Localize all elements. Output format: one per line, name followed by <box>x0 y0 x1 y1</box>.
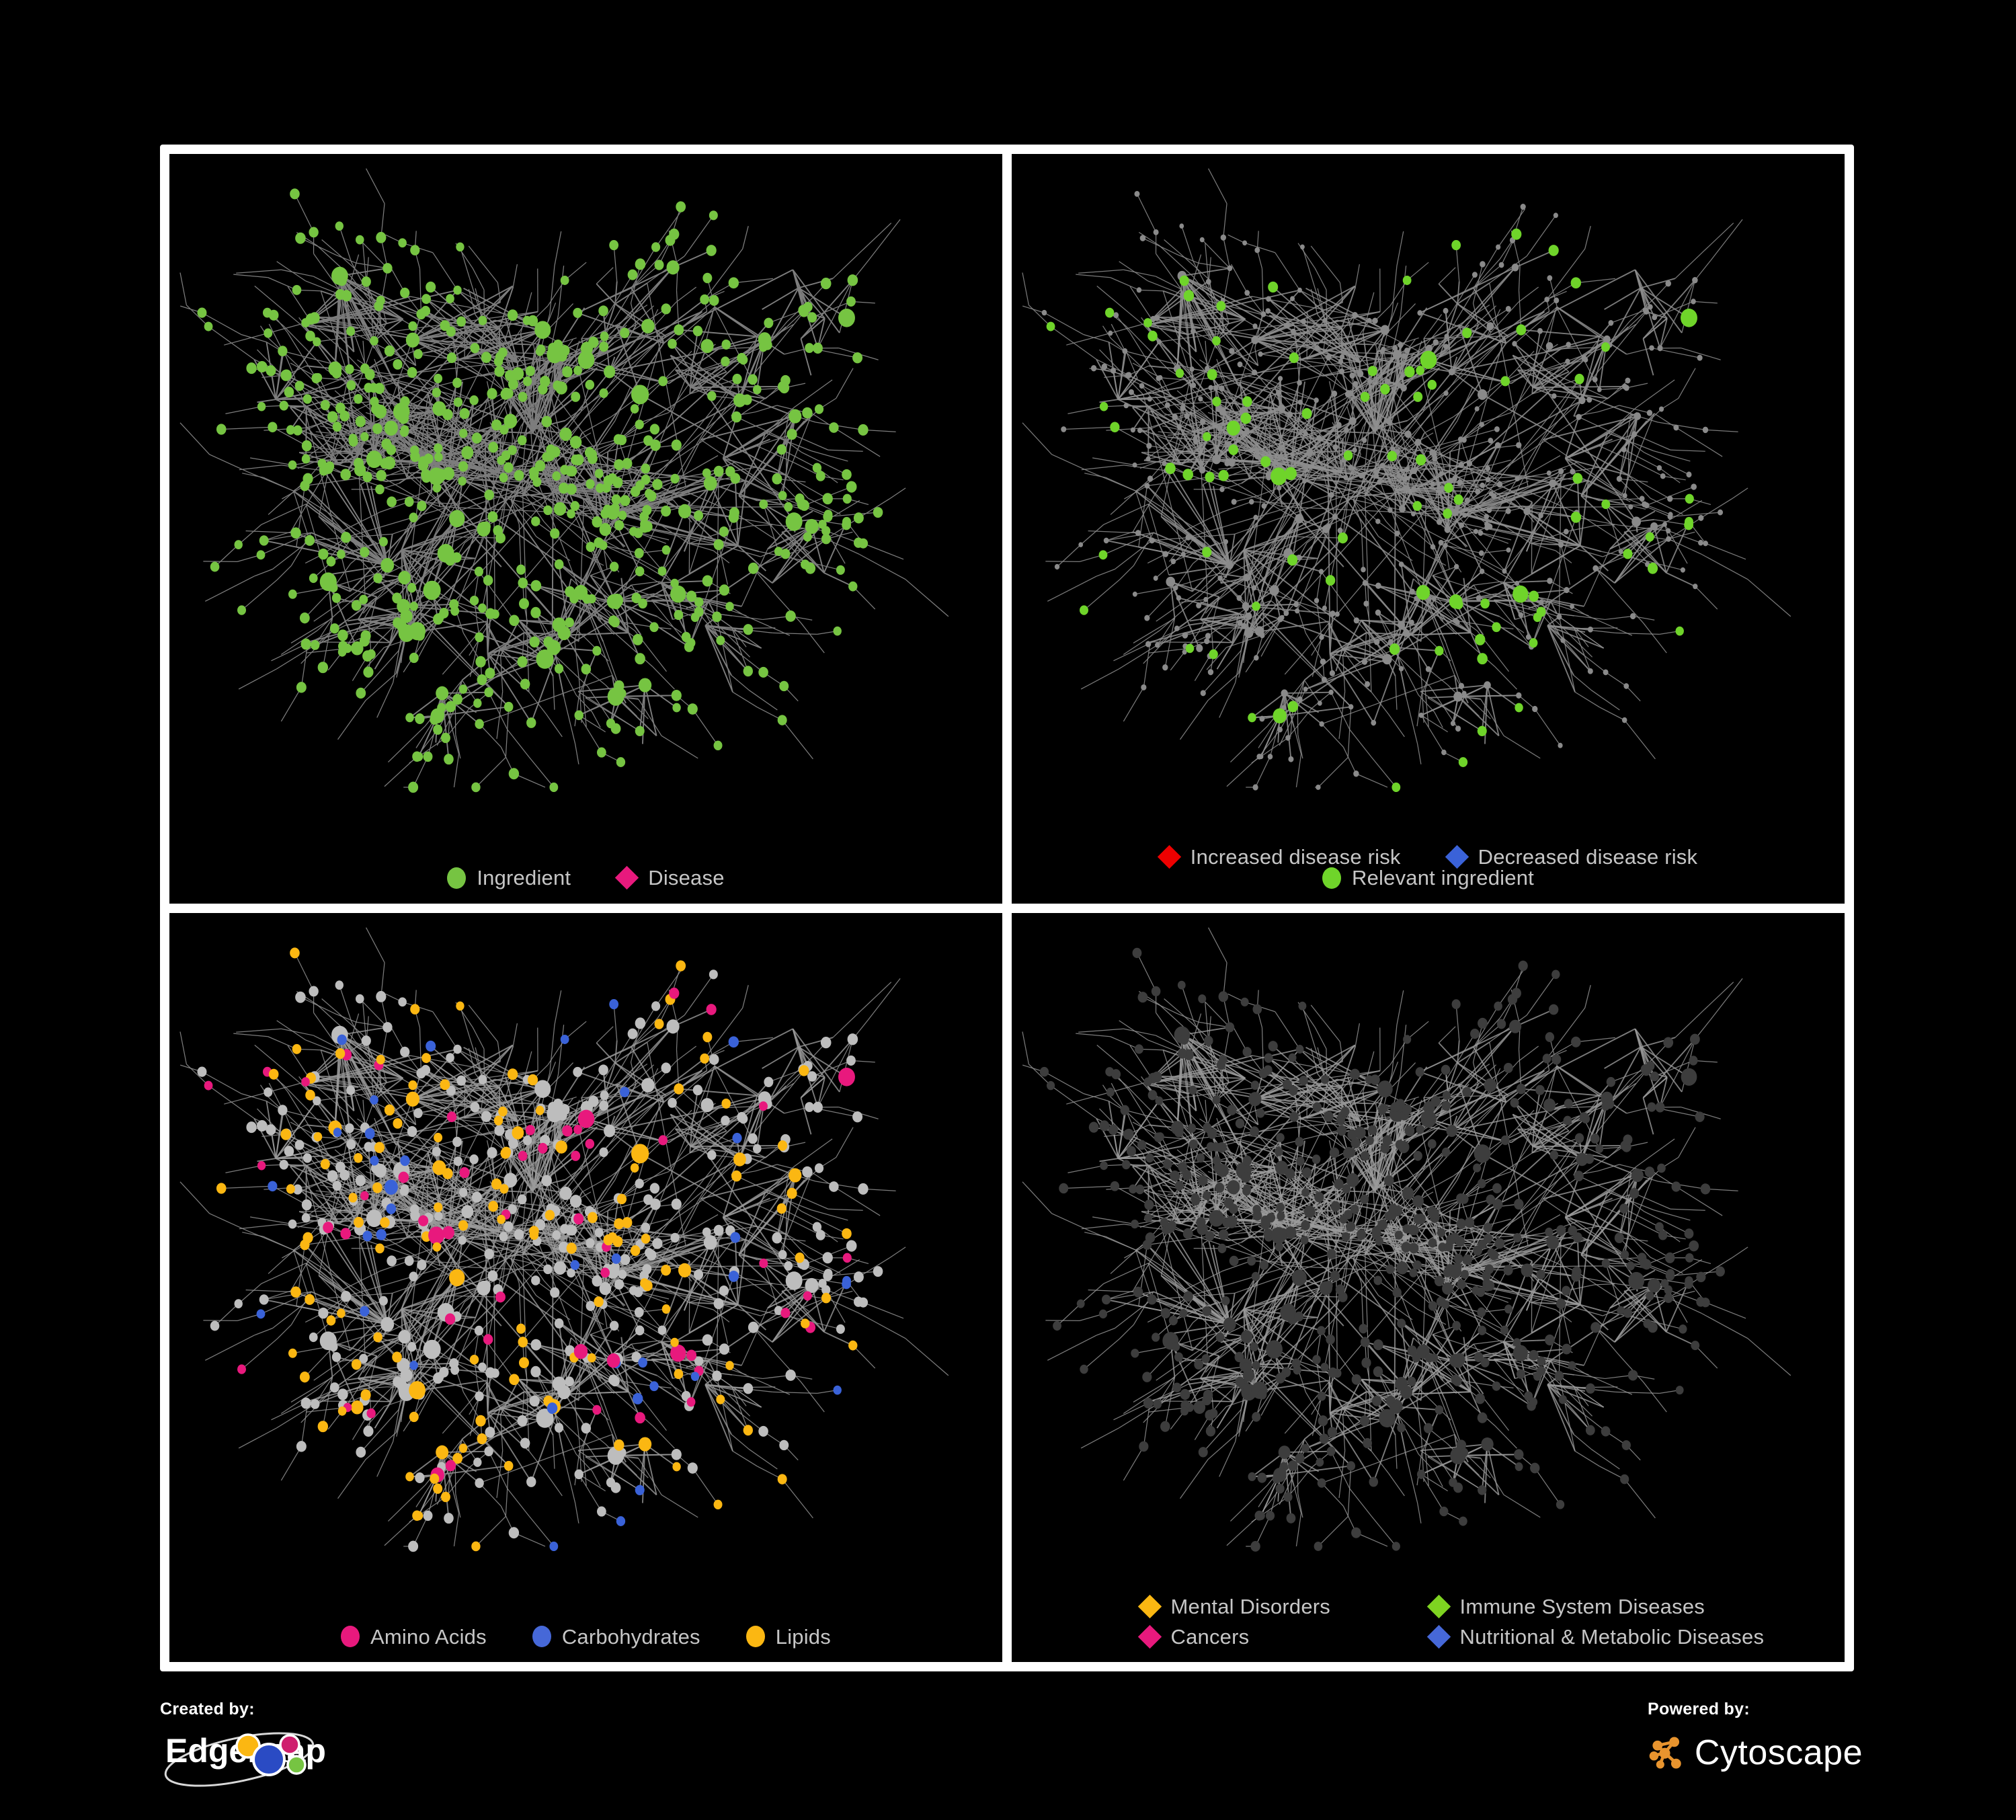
edgeleap-logo-svg: EdgeLeap <box>164 1732 326 1787</box>
network-nodes-highlight <box>1022 159 1702 793</box>
network-edges <box>1022 926 1791 1547</box>
edgeleap-nodes <box>235 1733 307 1776</box>
cytoscape-wordmark: Cytoscape <box>1694 1733 1863 1772</box>
panel-ingredient-class[interactable]: Amino Acids Carbohydrates Lipids <box>169 912 1002 1663</box>
network-nodes-background <box>179 918 949 1552</box>
network-edges <box>1022 168 1791 788</box>
powered-by-block: Powered by: <box>1648 1700 1863 1786</box>
panel-grid: Ingredient Disease Increased disease ris… <box>160 145 1854 1671</box>
panel-ingredient-disease[interactable]: Ingredient Disease <box>169 154 1002 904</box>
network-graph-disease-class[interactable] <box>1012 913 1845 1663</box>
network-edges <box>179 168 949 788</box>
created-by-kicker: Created by: <box>160 1700 255 1718</box>
network-graph-ingredient-class[interactable] <box>169 913 1002 1663</box>
cytoscape-logo: Cytoscape <box>1648 1719 1863 1786</box>
network-nodes-highlight <box>204 947 858 1551</box>
network-nodes-background <box>179 159 949 793</box>
powered-by-kicker: Powered by: <box>1648 1700 1750 1718</box>
network-edges <box>179 926 949 1547</box>
panel-disease-class[interactable]: Mental Disorders Immune System Diseases … <box>1012 912 1845 1663</box>
network-graph-disease-risk[interactable] <box>1012 154 1845 904</box>
network-graph-ingredient-disease[interactable] <box>169 154 1002 904</box>
network-nodes-background <box>1022 918 1748 1552</box>
panel-disease-risk[interactable]: Increased disease risk Decreased disease… <box>1012 154 1845 904</box>
created-by-block: Created by: EdgeLeap <box>160 1700 362 1794</box>
network-nodes-background <box>1022 159 1791 791</box>
figure-footer: Created by: EdgeLeap <box>0 1671 2016 1820</box>
edgeleap-logo: EdgeLeap <box>160 1720 362 1794</box>
cytoscape-logo-icon <box>1649 1737 1681 1769</box>
